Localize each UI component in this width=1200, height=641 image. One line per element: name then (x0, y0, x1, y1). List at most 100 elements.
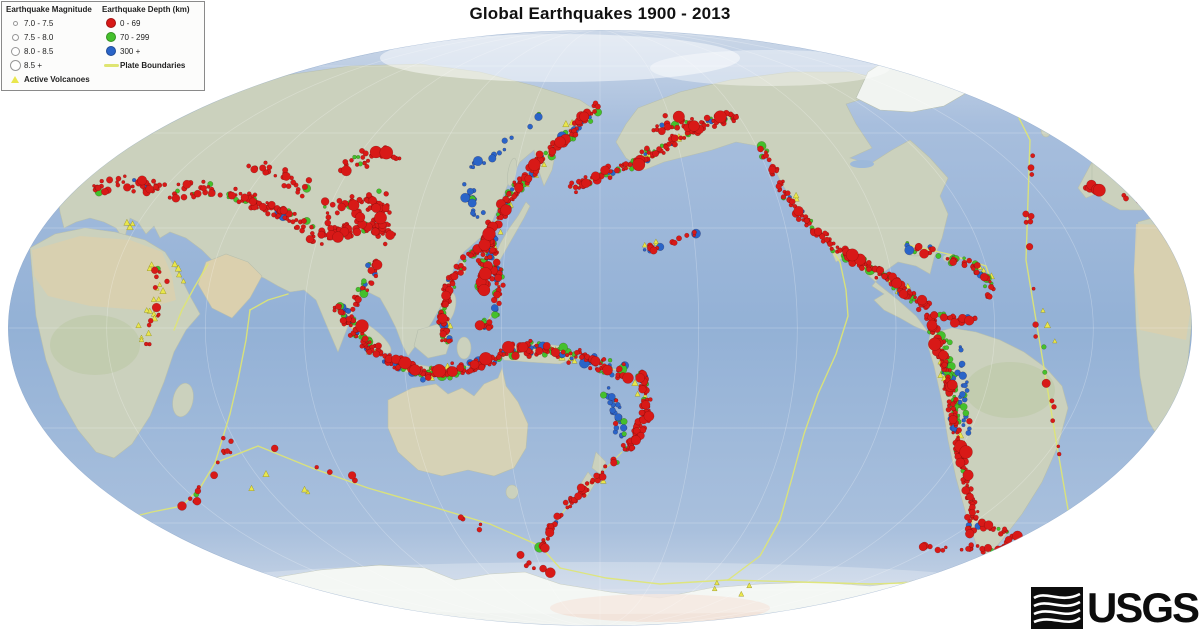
earthquake-dot (355, 319, 369, 333)
earthquake-dot (1092, 183, 1106, 197)
earthquake-dot (466, 187, 474, 195)
magnitude-8-icon (6, 46, 24, 56)
earthquake-dot (497, 214, 504, 221)
earthquake-dot (383, 191, 389, 197)
earthquake-dot (656, 146, 662, 152)
earthquake-dot (918, 542, 928, 552)
earthquake-dot (813, 227, 823, 236)
earthquake-dot (258, 202, 267, 211)
volcano-marker (793, 195, 800, 202)
earthquake-dot (587, 118, 594, 124)
earthquake-dot (1041, 378, 1051, 388)
earthquake-dot (766, 157, 772, 163)
earthquake-dot (757, 145, 764, 153)
earthquake-dot (603, 464, 608, 469)
earthquake-dot (829, 246, 834, 251)
earthquake-dot (819, 233, 826, 240)
earthquake-dot (299, 227, 305, 234)
earthquake-dot (594, 103, 601, 110)
shallow-depth-dot-icon (102, 18, 120, 28)
earthquake-dot (874, 275, 879, 280)
earthquake-dot (671, 239, 678, 246)
earthquake-dot (534, 112, 543, 122)
volcano-marker (301, 485, 308, 493)
volcano-marker (641, 241, 648, 248)
earthquake-dot (482, 227, 496, 241)
earthquake-dot (528, 158, 541, 171)
earthquake-dot (1002, 526, 1008, 532)
earthquake-dot (615, 402, 621, 408)
earthquake-dot (372, 350, 380, 358)
earthquake-dot (948, 415, 958, 424)
earthquake-dot (266, 164, 273, 171)
earthquake-dot (692, 229, 697, 235)
plate-boundary-east-pacific-rise (727, 261, 849, 581)
earthquake-dot (961, 262, 968, 269)
earthquake-dot (876, 266, 885, 275)
earthquake-dot (317, 230, 326, 239)
earthquake-dot (461, 266, 467, 272)
earthquake-dot (621, 362, 626, 367)
earthquake-dot (467, 198, 477, 208)
earthquake-dot (447, 366, 458, 377)
earthquake-dot (959, 445, 973, 459)
earthquake-dot (564, 353, 570, 358)
earthquake-dot (352, 154, 357, 160)
earthquake-dot (449, 280, 456, 287)
volcano-marker (146, 264, 154, 271)
earthquake-dot (192, 497, 202, 506)
earthquake-dot (236, 199, 242, 205)
earthquake-dot (171, 194, 181, 203)
earthquake-dot (1030, 153, 1036, 159)
earthquake-dot (175, 188, 180, 194)
earthquake-dot (1051, 404, 1057, 410)
plate-boundary-mid-atlantic-ridge (1005, 91, 1075, 545)
earthquake-dot (228, 438, 234, 444)
landmass-australia (387, 366, 529, 477)
earthquake-dot (345, 316, 352, 323)
earthquake-dot (542, 342, 551, 351)
earthquake-dot (614, 413, 623, 422)
earthquake-dot (365, 158, 371, 163)
earthquake-dot (147, 318, 154, 324)
earthquake-dot (354, 334, 359, 339)
earthquake-dot (659, 122, 665, 128)
earthquake-dot (409, 364, 421, 376)
earthquake-dot (947, 314, 954, 321)
earthquake-dot (1027, 164, 1035, 172)
earthquake-dot (248, 197, 257, 206)
earthquake-dot (641, 400, 651, 410)
legend-depth-header: Earthquake Depth (km) (102, 5, 190, 14)
earthquake-dot (364, 163, 370, 169)
earthquake-dot (501, 137, 508, 144)
earthquake-dot (632, 158, 646, 172)
earthquake-dot (458, 262, 464, 269)
earthquake-dot (539, 564, 547, 573)
earthquake-dot (359, 285, 365, 291)
earthquake-dot (793, 206, 804, 217)
earthquake-dot (574, 349, 580, 356)
volcano-marker (138, 336, 145, 342)
legend-label: 7.0 - 7.5 (24, 18, 54, 28)
earthquake-dot (612, 420, 619, 427)
earthquake-dot (151, 302, 162, 313)
earthquake-dot (456, 363, 465, 372)
volcano-marker (1052, 338, 1058, 344)
earthquake-dot (620, 442, 626, 448)
earthquake-dot (152, 285, 158, 291)
earthquake-dot (609, 407, 616, 414)
earthquake-dot (360, 154, 366, 160)
earthquake-dot (335, 303, 342, 310)
earthquake-dot (949, 258, 957, 266)
earthquake-dot (543, 150, 549, 156)
earthquake-dot (1050, 418, 1056, 424)
earthquake-dot (913, 295, 918, 300)
earthquake-dot (424, 374, 432, 381)
earthquake-dot (638, 385, 647, 394)
earthquake-dot (442, 300, 450, 308)
earthquake-dot (489, 276, 495, 282)
earthquake-dot (965, 380, 969, 384)
earthquake-dot (220, 435, 226, 441)
earthquake-dot (361, 278, 367, 284)
earthquake-dot (959, 547, 964, 552)
